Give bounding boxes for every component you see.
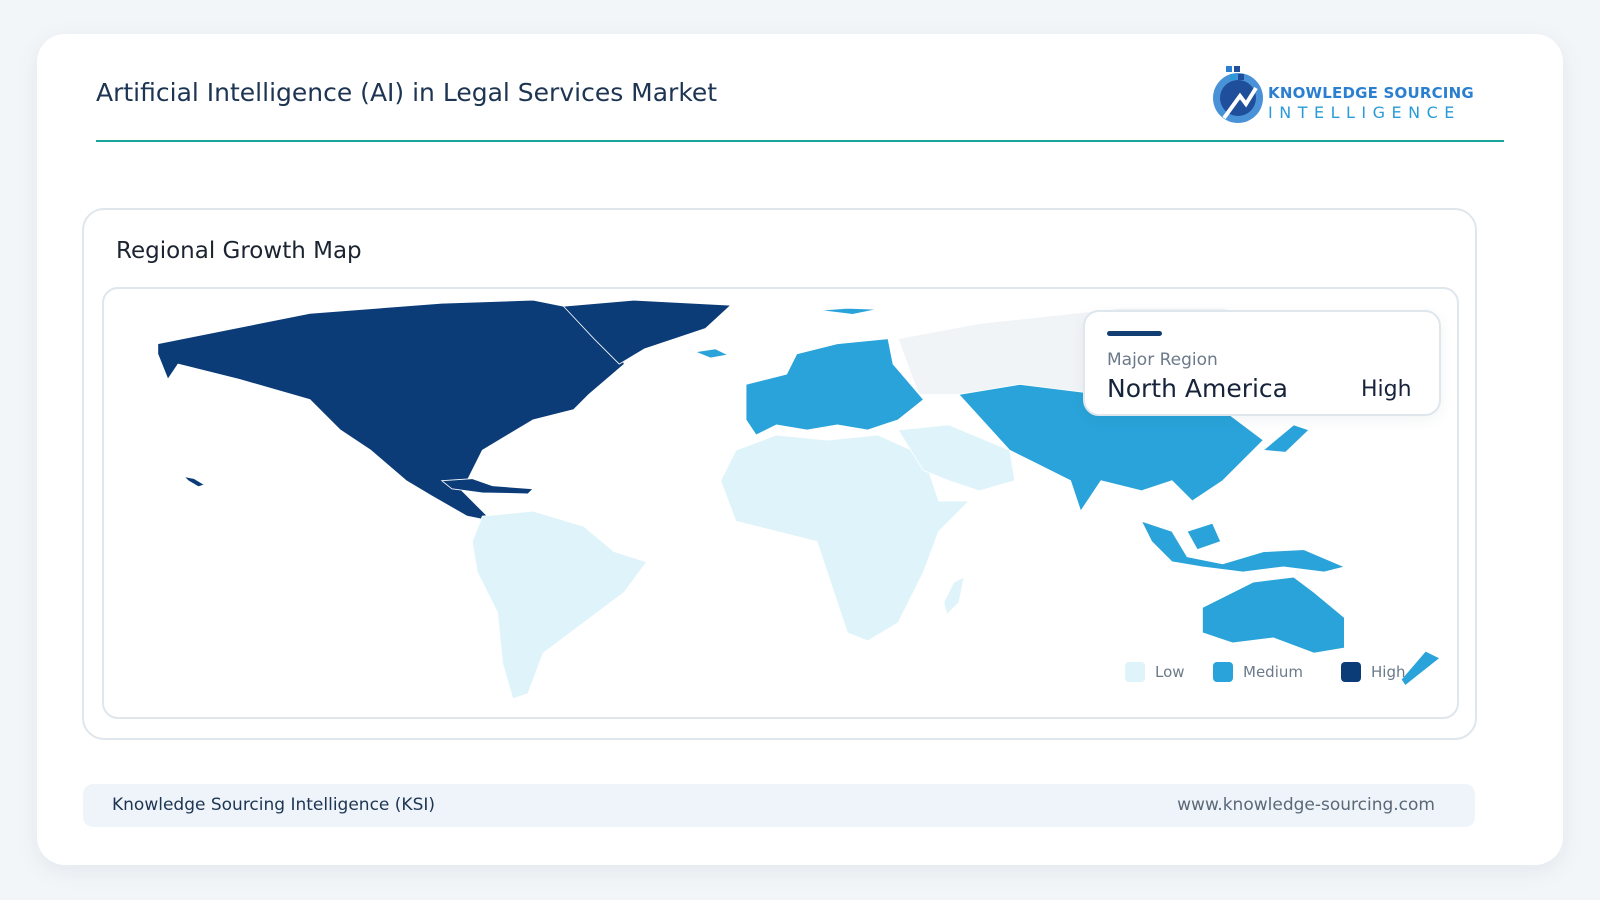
- callout-caption: Major Region: [1107, 350, 1218, 370]
- panel-title: Regional Growth Map: [116, 238, 362, 264]
- legend-label: Low: [1155, 663, 1185, 681]
- australia: [1202, 576, 1345, 654]
- europe: [745, 338, 925, 436]
- africa: [720, 434, 971, 642]
- legend-label: Medium: [1243, 663, 1303, 681]
- southeast-asia: [1140, 520, 1346, 573]
- logo-text: INTELLIGENCE: [1268, 103, 1461, 122]
- legend-label: High: [1371, 663, 1406, 681]
- footer: [83, 784, 1475, 827]
- callout: [1083, 310, 1441, 416]
- middle-east: [897, 424, 1016, 492]
- greenland: [562, 299, 732, 365]
- north-america: [157, 299, 625, 522]
- madagascar: [943, 576, 965, 616]
- callout-level: High: [1361, 377, 1412, 402]
- callout-accent: [1107, 331, 1162, 336]
- iceland: [693, 348, 730, 359]
- legend-swatch: [1341, 662, 1361, 682]
- new-zealand: [1400, 650, 1441, 687]
- footer-source: Knowledge Sourcing Intelligence (KSI): [112, 795, 436, 815]
- divider: [96, 140, 1504, 142]
- japan: [1262, 424, 1310, 453]
- legend-swatch: [1125, 662, 1145, 682]
- hawaii: [182, 475, 206, 488]
- callout-region: North America: [1107, 374, 1288, 403]
- caribbean: [440, 478, 534, 495]
- logo-mark: [1213, 66, 1263, 123]
- page-title: Artificial Intelligence (AI) in Legal Se…: [96, 78, 718, 107]
- footer-url: www.knowledge-sourcing.com: [1177, 795, 1435, 815]
- logo-text: KNOWLEDGE SOURCING: [1268, 84, 1474, 102]
- south-america: [471, 510, 648, 700]
- svalbard: [818, 307, 878, 315]
- borneo: [1186, 522, 1222, 551]
- legend-swatch: [1213, 662, 1233, 682]
